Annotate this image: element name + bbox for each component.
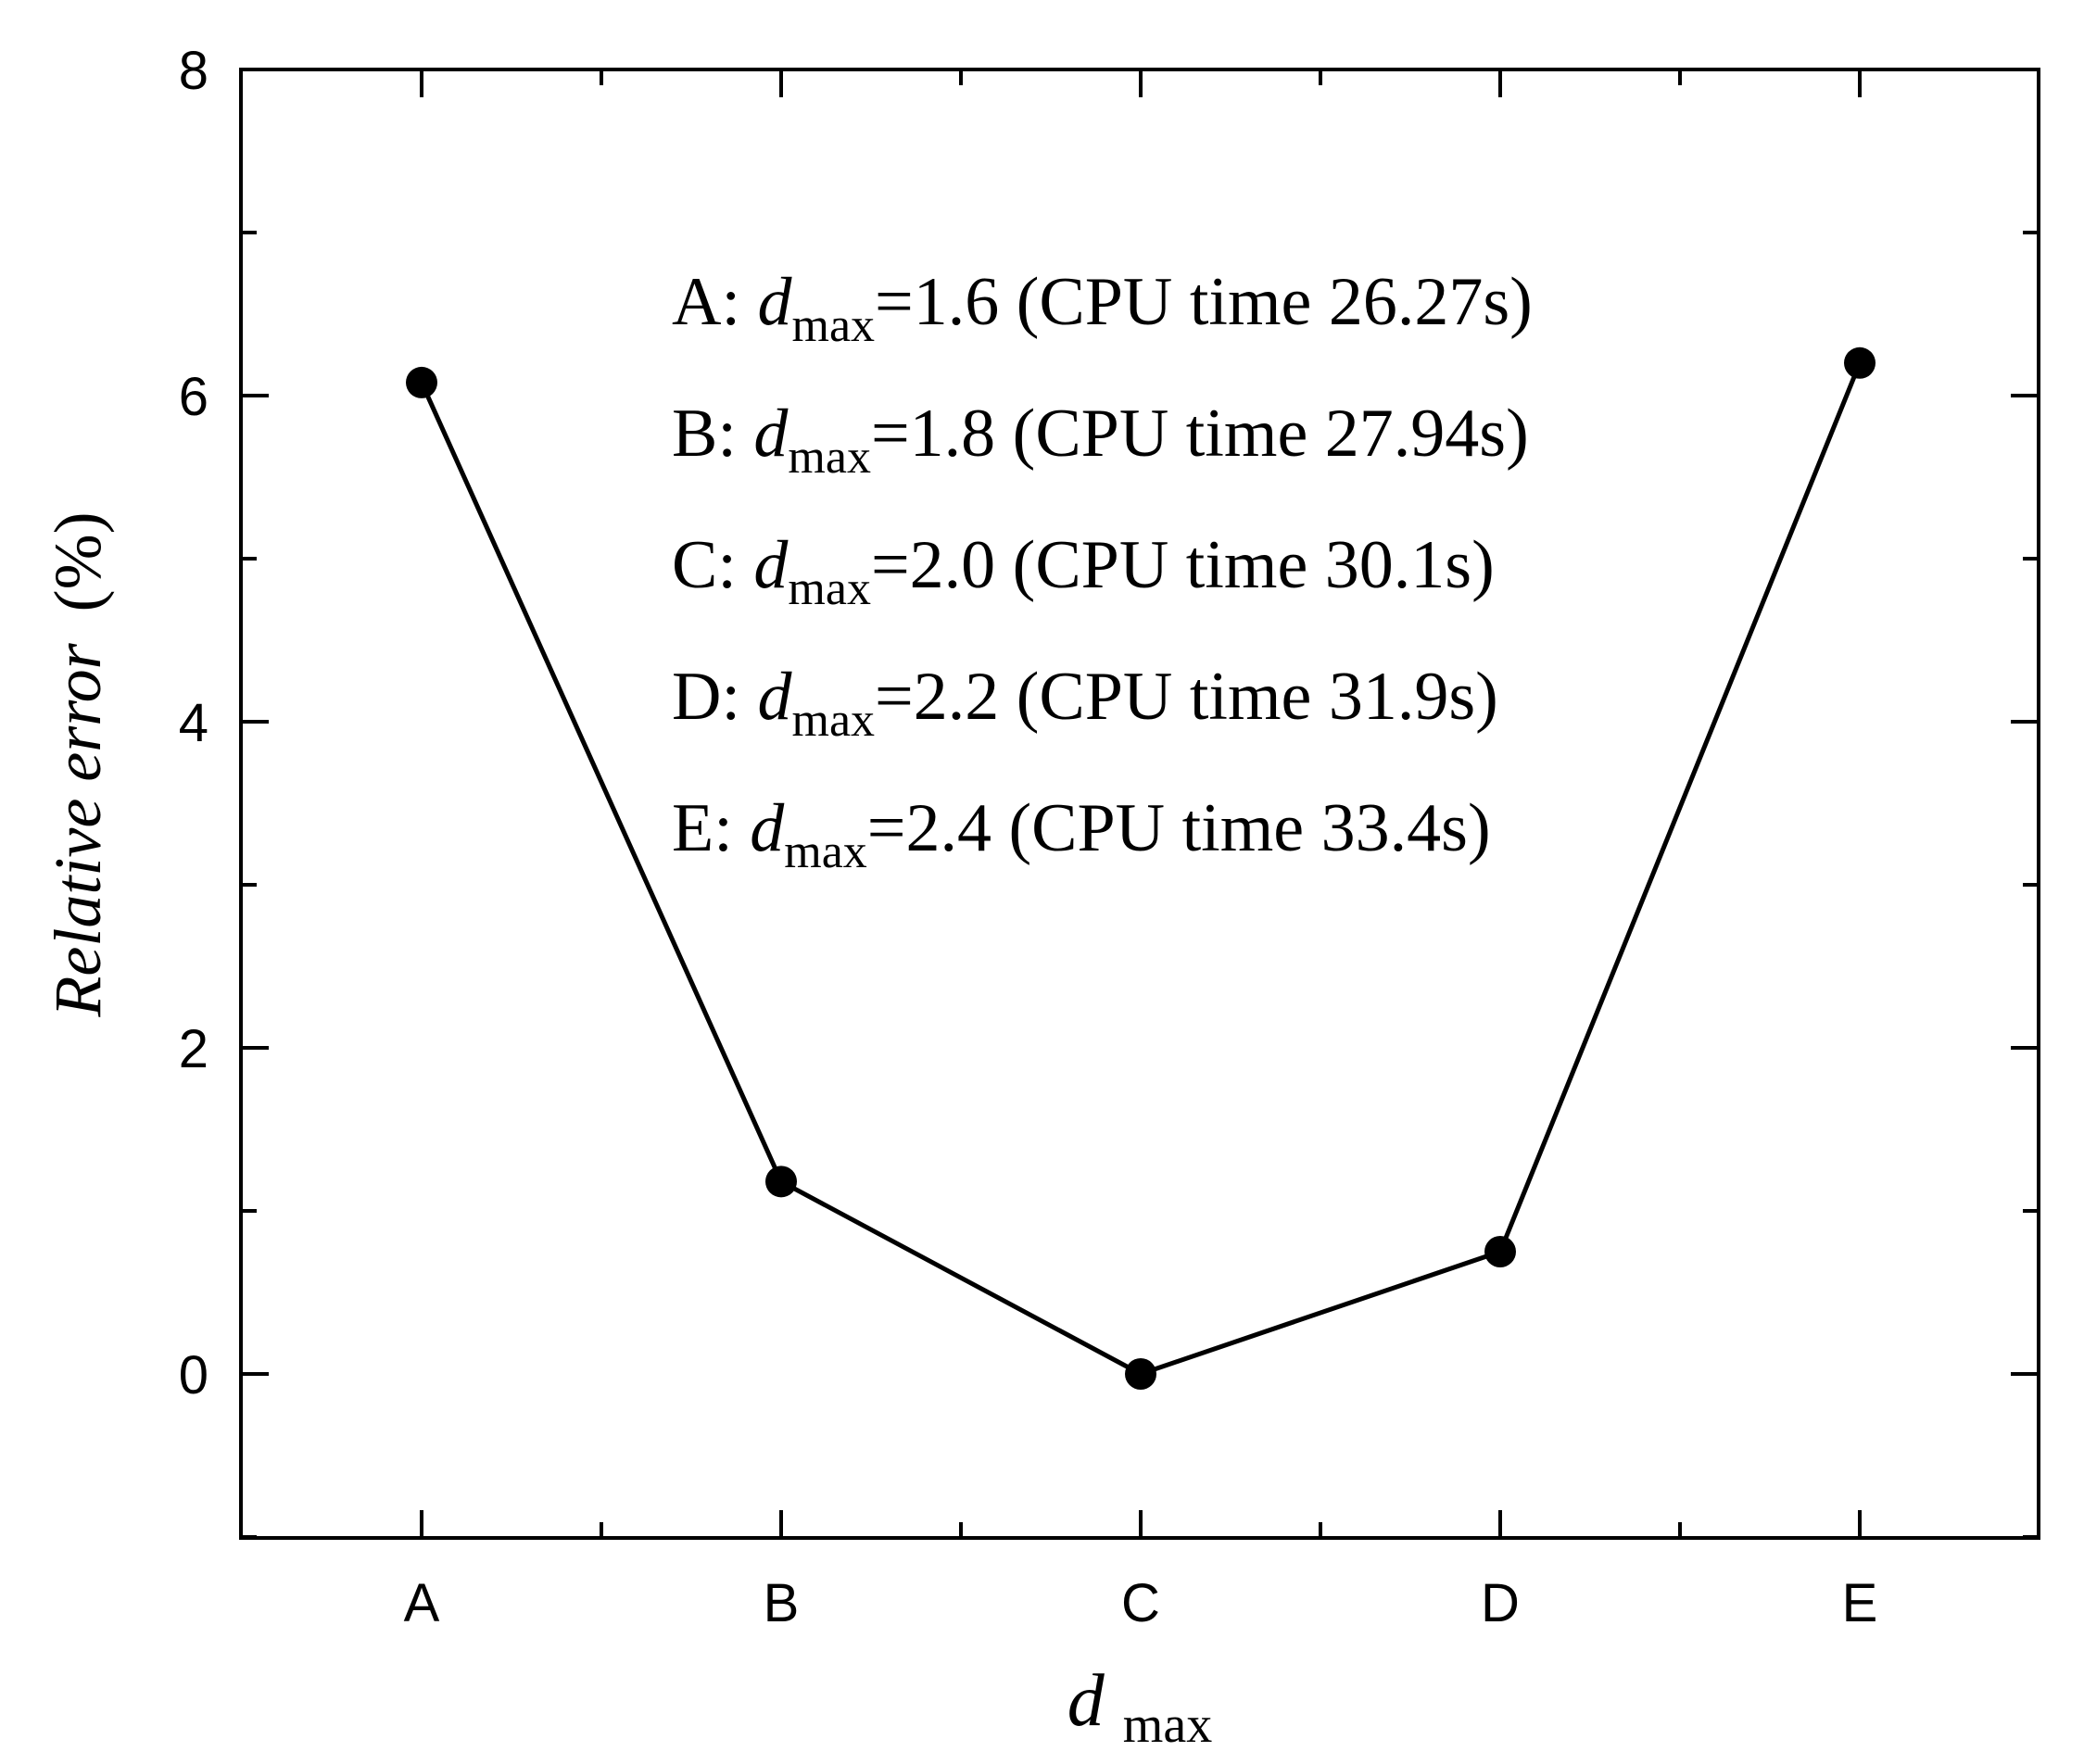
annotation-prefix: D: bbox=[672, 659, 758, 735]
annotation-rest: =2.2 (CPU time 31.9s) bbox=[875, 659, 1498, 735]
x-tick-label: E bbox=[1842, 1573, 1878, 1633]
y-axis-label-unit: (%) bbox=[41, 511, 115, 611]
annotation-line: B: dmax=1.8 (CPU time 27.94s) bbox=[672, 396, 1529, 484]
y-tick-labels: 0 2 4 6 8 bbox=[179, 41, 208, 1405]
x-tick-labels: A B C D E bbox=[404, 1573, 1878, 1633]
annotation-var: d bbox=[753, 527, 789, 603]
annotation-prefix: C: bbox=[672, 527, 753, 603]
y-tick-label: 2 bbox=[179, 1019, 208, 1079]
annotation-var: d bbox=[753, 396, 789, 472]
x-tick-label: B bbox=[764, 1573, 800, 1633]
annotation-sub: max bbox=[788, 562, 871, 615]
data-point bbox=[765, 1166, 797, 1198]
y-axis-label: Relative error (%) bbox=[41, 511, 115, 1017]
y-tick-label: 6 bbox=[179, 367, 208, 427]
annotation-line: D: dmax=2.2 (CPU time 31.9s) bbox=[672, 659, 1498, 747]
data-point bbox=[406, 366, 437, 398]
annotation-rest: =2.4 (CPU time 33.4s) bbox=[867, 790, 1491, 866]
annotation-sub: max bbox=[788, 431, 871, 484]
annotation-line: E: dmax=2.4 (CPU time 33.4s) bbox=[672, 790, 1491, 878]
x-tick-label: C bbox=[1121, 1573, 1160, 1633]
annotation-sub: max bbox=[792, 694, 876, 747]
x-axis-label-var: d bbox=[1067, 1660, 1105, 1742]
data-point bbox=[1125, 1358, 1156, 1390]
plot-frame bbox=[239, 68, 2040, 1540]
series-line bbox=[419, 361, 1863, 1377]
annotation-rest: =2.0 (CPU time 30.1s) bbox=[871, 527, 1495, 603]
annotation-line: A: dmax=1.6 (CPU time 26.27s) bbox=[672, 264, 1533, 352]
annotation-var: d bbox=[750, 790, 785, 866]
annotation-sub: max bbox=[784, 825, 867, 878]
y-axis-label-main: Relative error bbox=[41, 642, 115, 1017]
series-layer bbox=[406, 346, 1876, 1390]
annotation-prefix: A: bbox=[672, 264, 758, 340]
x-tick-label: A bbox=[404, 1573, 440, 1633]
annotation-block: A: dmax=1.6 (CPU time 26.27s)B: dmax=1.8… bbox=[672, 264, 1533, 878]
y-tick-label: 8 bbox=[179, 41, 208, 101]
x-tick-label: D bbox=[1481, 1573, 1520, 1633]
annotation-sub: max bbox=[792, 299, 876, 352]
annotation-prefix: B: bbox=[672, 396, 753, 472]
annotation-rest: =1.8 (CPU time 27.94s) bbox=[871, 396, 1529, 472]
annotation-prefix: E: bbox=[672, 790, 750, 866]
annotation-line: C: dmax=2.0 (CPU time 30.1s) bbox=[672, 527, 1495, 615]
annotation-rest: =1.6 (CPU time 26.27s) bbox=[875, 264, 1533, 340]
x-axis-label: d max bbox=[1067, 1660, 1212, 1754]
data-point bbox=[1844, 346, 1876, 379]
y-tick-label: 0 bbox=[179, 1345, 208, 1405]
x-axis-label-sub: max bbox=[1123, 1696, 1212, 1754]
annotation-var: d bbox=[758, 264, 793, 340]
annotation-var: d bbox=[758, 659, 793, 735]
data-point bbox=[1484, 1236, 1516, 1267]
y-tick-label: 4 bbox=[179, 693, 208, 753]
